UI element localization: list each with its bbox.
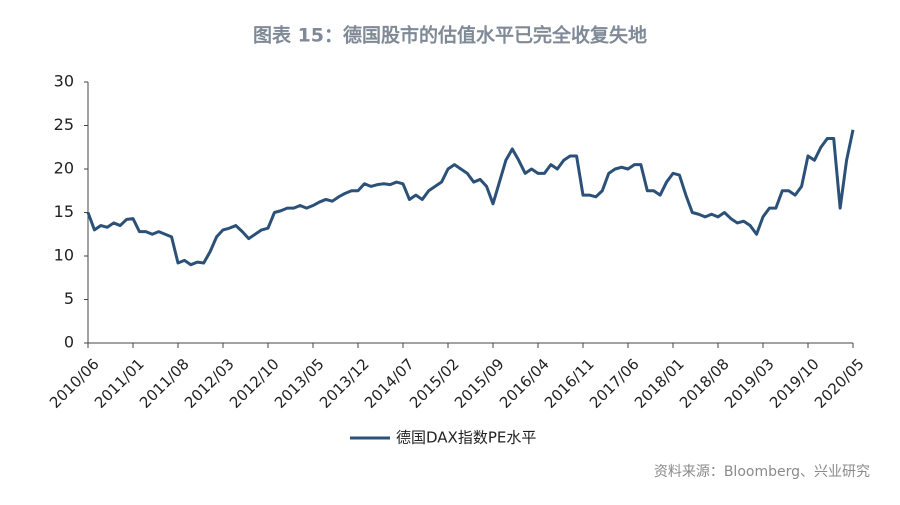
y-tick-label: 10	[54, 246, 74, 265]
y-tick-label: 25	[54, 115, 74, 134]
y-tick-label: 5	[64, 289, 74, 308]
y-tick-label: 20	[54, 159, 74, 178]
y-tick-label: 15	[54, 202, 74, 221]
legend-label: 德国DAX指数PE水平	[396, 429, 536, 447]
data-line	[86, 129, 855, 267]
chart-title: 图表 15：德国股市的估值水平已完全收复失地	[253, 24, 647, 47]
x-tick-label: 2020/05	[811, 355, 868, 412]
y-tick-label: 30	[54, 72, 74, 91]
source-note: 资料来源：Bloomberg、兴业研究	[654, 464, 870, 480]
y-tick-label: 0	[64, 333, 74, 352]
